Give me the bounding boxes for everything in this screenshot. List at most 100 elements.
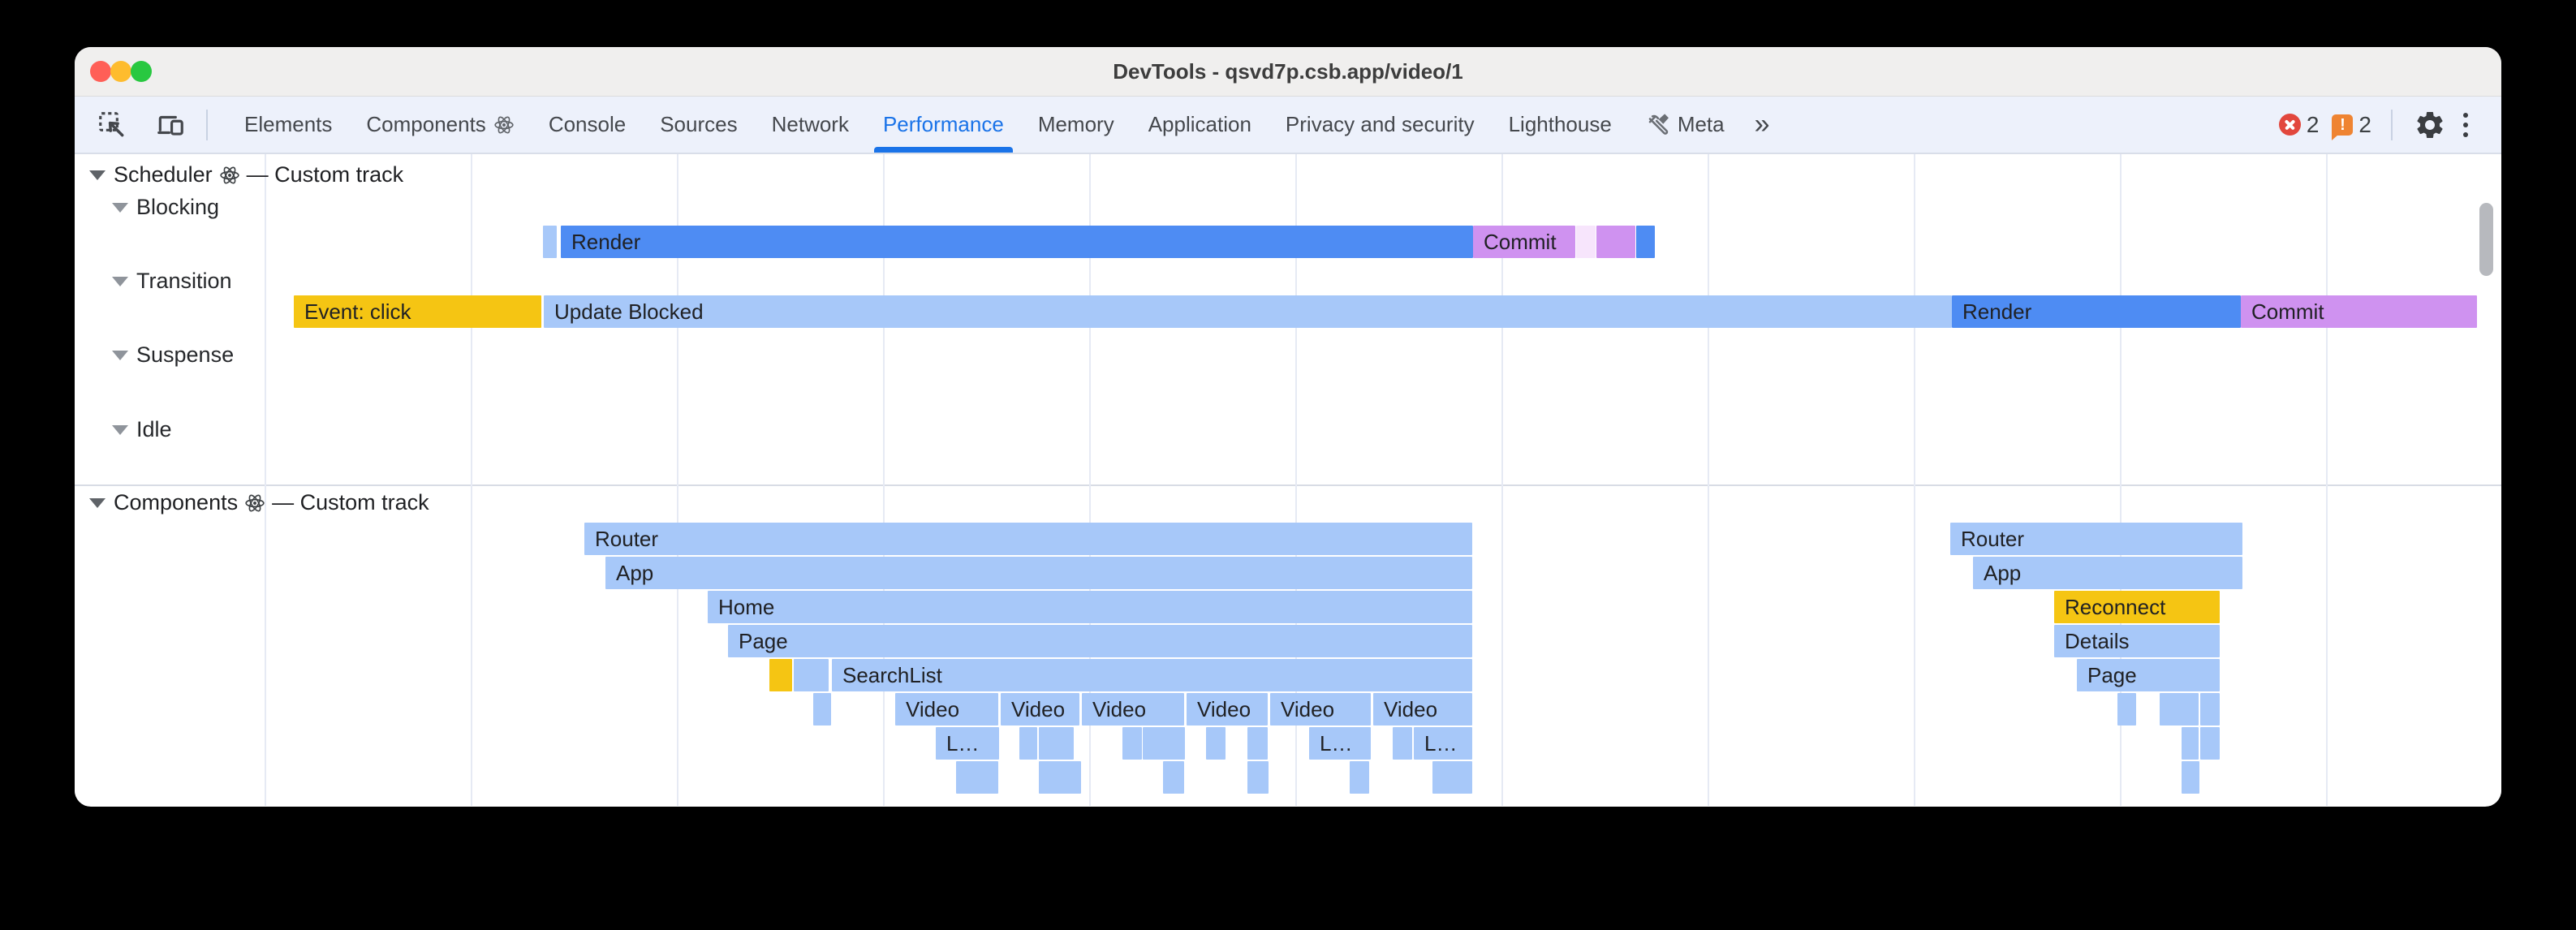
- toolbar-right-cluster: 2 2: [2278, 107, 2483, 143]
- tab-memory[interactable]: Memory: [1021, 97, 1131, 153]
- device-toolbar-icon[interactable]: [154, 109, 187, 141]
- warning-badge[interactable]: 2: [2319, 112, 2371, 140]
- flame-bar[interactable]: [1596, 226, 1635, 258]
- flame-bar[interactable]: [2200, 727, 2220, 760]
- flame-bar[interactable]: [1247, 761, 1269, 794]
- flame-bar[interactable]: [1019, 727, 1037, 760]
- flame-bar-update-blocked[interactable]: Update Blocked: [544, 295, 1952, 328]
- chevron-down-icon: [112, 202, 128, 213]
- window-title: DevTools - qsvd7p.csb.app/video/1: [1113, 59, 1463, 84]
- flame-bar[interactable]: [543, 226, 557, 258]
- flame-bar[interactable]: [1247, 727, 1268, 760]
- flame-bar-l-[interactable]: L…: [1309, 727, 1371, 760]
- flame-bar[interactable]: [769, 659, 792, 691]
- flame-bar[interactable]: [1039, 727, 1074, 760]
- flame-bar-video[interactable]: Video: [1082, 693, 1184, 725]
- flame-bar[interactable]: [2117, 693, 2136, 725]
- tab-label: Console: [548, 112, 627, 136]
- track-header-scheduler[interactable]: Scheduler — Custom track: [89, 162, 403, 187]
- tab-application[interactable]: Application: [1131, 97, 1269, 153]
- flame-bar[interactable]: [1163, 761, 1184, 794]
- flame-bar-router[interactable]: Router: [584, 523, 1472, 555]
- flame-bar[interactable]: [1039, 761, 1081, 794]
- performance-panel: Scheduler — Custom track Components: [75, 154, 2501, 806]
- flame-bar-event-click[interactable]: Event: click: [294, 295, 541, 328]
- flame-bar[interactable]: [1122, 727, 1142, 760]
- flame-bar[interactable]: [1206, 727, 1226, 760]
- flame-bar[interactable]: [2182, 761, 2199, 794]
- tab-lighthouse[interactable]: Lighthouse: [1492, 97, 1629, 153]
- hammer-wrench-icon: [1646, 113, 1670, 137]
- tab-label: Components: [366, 112, 486, 136]
- flame-bar[interactable]: [2160, 693, 2199, 725]
- track-header-components[interactable]: Components — Custom track: [89, 490, 429, 515]
- flame-bar-commit[interactable]: Commit: [2241, 295, 2477, 328]
- flame-bar[interactable]: [1576, 226, 1596, 258]
- zoom-window-button[interactable]: [131, 61, 152, 82]
- flame-bar-video[interactable]: Video: [1270, 693, 1371, 725]
- flame-bar-searchlist[interactable]: SearchList: [832, 659, 1472, 691]
- flame-bar-page[interactable]: Page: [728, 625, 1472, 657]
- flame-bar[interactable]: [1143, 727, 1185, 760]
- flame-bar[interactable]: [1350, 761, 1369, 794]
- flame-bar[interactable]: [956, 761, 998, 794]
- flame-bar[interactable]: [813, 693, 831, 725]
- tab-performance[interactable]: Performance: [866, 97, 1021, 153]
- flame-bar[interactable]: [1432, 761, 1472, 794]
- tab-meta[interactable]: Meta: [1629, 97, 1742, 153]
- chart-gridline: [2326, 154, 2328, 806]
- flame-bar-l-[interactable]: L…: [936, 727, 999, 760]
- minimize-window-button[interactable]: [110, 61, 131, 82]
- chart-gridline: [471, 154, 472, 806]
- lane-suspense[interactable]: Suspense: [112, 342, 234, 368]
- flame-bar[interactable]: [794, 659, 829, 691]
- tab-label: Sources: [660, 112, 738, 136]
- inspect-element-icon[interactable]: [96, 109, 128, 141]
- selected-tab-underline: [873, 147, 1013, 153]
- flame-bar-page[interactable]: Page: [2077, 659, 2220, 691]
- vertical-scrollbar-thumb[interactable]: [2479, 203, 2493, 276]
- lane-label-text: Transition: [136, 269, 232, 293]
- tab-network[interactable]: Network: [755, 97, 866, 153]
- flame-bar-render[interactable]: Render: [1952, 295, 2241, 328]
- more-tabs-icon[interactable]: »: [1754, 109, 1770, 140]
- flame-bar-l-[interactable]: L…: [1414, 727, 1472, 760]
- flame-bar-app[interactable]: App: [605, 557, 1472, 589]
- devtools-window: DevTools - qsvd7p.csb.app/video/1 Elemen…: [75, 47, 2501, 807]
- chart-gridline: [1914, 154, 1915, 806]
- track-title: Components: [114, 490, 239, 515]
- kebab-menu-icon[interactable]: [2448, 107, 2483, 143]
- flame-bar-commit[interactable]: Commit: [1473, 226, 1575, 258]
- tab-sources[interactable]: Sources: [643, 97, 754, 153]
- lane-transition[interactable]: Transition: [112, 269, 232, 294]
- tab-elements[interactable]: Elements: [227, 97, 349, 153]
- flame-bar-video[interactable]: Video: [1001, 693, 1079, 725]
- error-badge[interactable]: 2: [2278, 112, 2319, 138]
- close-window-button[interactable]: [90, 61, 111, 82]
- flame-bar-video[interactable]: Video: [1187, 693, 1268, 725]
- settings-gear-icon[interactable]: [2412, 107, 2448, 143]
- chart-gridline: [1501, 154, 1503, 806]
- flame-bar[interactable]: [1393, 727, 1412, 760]
- tab-label: Network: [771, 112, 849, 136]
- flame-bar-details[interactable]: Details: [2054, 625, 2220, 657]
- flame-bar-reconnect[interactable]: Reconnect: [2054, 591, 2220, 623]
- flame-bar-router[interactable]: Router: [1950, 523, 2242, 555]
- flame-bar-render[interactable]: Render: [561, 226, 1473, 258]
- chevron-down-icon: [89, 497, 106, 508]
- tab-privacy-and-security[interactable]: Privacy and security: [1269, 97, 1492, 153]
- flame-bar-app[interactable]: App: [1973, 557, 2242, 589]
- flame-bar-video[interactable]: Video: [1373, 693, 1472, 725]
- flame-bar-video[interactable]: Video: [895, 693, 998, 725]
- flame-bar[interactable]: [2200, 693, 2220, 725]
- atom-icon: [244, 493, 265, 514]
- flame-bar[interactable]: [1636, 226, 1655, 258]
- flame-bar-home[interactable]: Home: [708, 591, 1472, 623]
- flame-bar[interactable]: [2182, 727, 2199, 760]
- tab-console[interactable]: Console: [532, 97, 643, 153]
- chart-gridline: [1295, 154, 1297, 806]
- lane-idle[interactable]: Idle: [112, 417, 172, 442]
- atom-icon: [493, 114, 515, 136]
- tab-components[interactable]: Components: [349, 97, 531, 153]
- lane-blocking[interactable]: Blocking: [112, 195, 219, 220]
